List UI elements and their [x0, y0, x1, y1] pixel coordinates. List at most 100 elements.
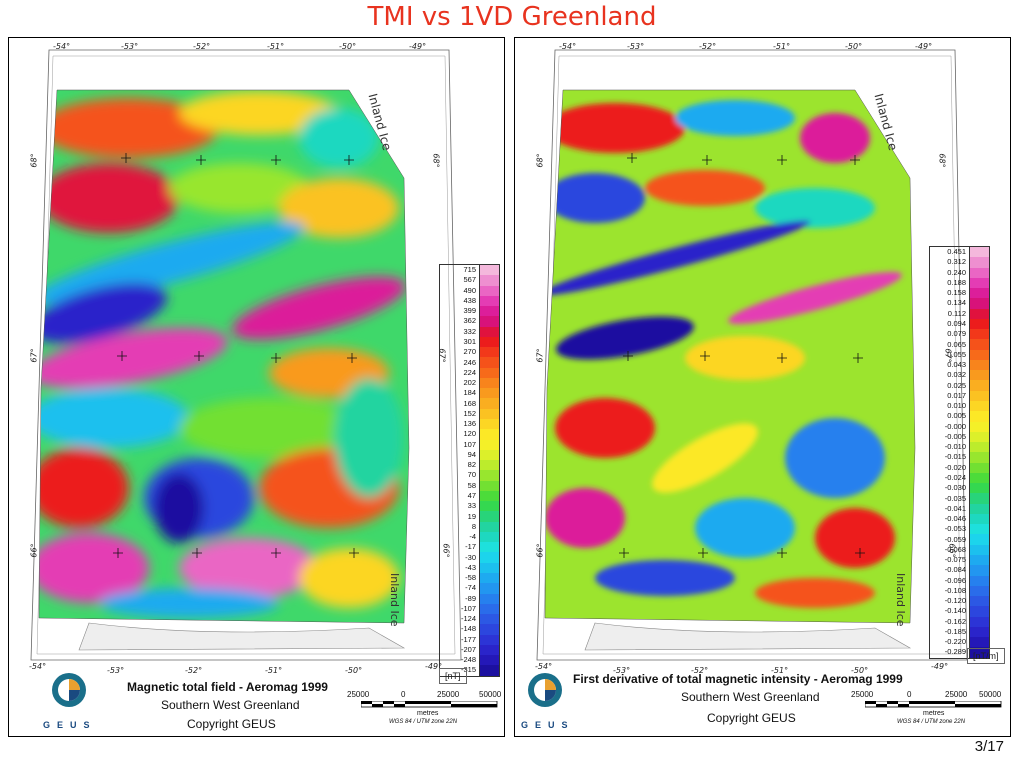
tmi-map-panel: -54° -53° -52° -51° -50° -49° -54° -53° …: [8, 37, 505, 737]
legend-swatch: [969, 267, 989, 278]
legend-swatch: [479, 593, 499, 604]
legend-value: 399: [463, 306, 476, 316]
legend-swatch: [969, 308, 989, 319]
legend-row: -0.140: [930, 606, 989, 617]
inland-ice-label: Inland Ice: [894, 573, 907, 627]
legend-value: 490: [463, 285, 476, 295]
legend-value: -0.096: [944, 575, 966, 585]
legend-row: -0.084: [930, 565, 989, 576]
legend-swatch: [969, 534, 989, 545]
legend-row: -0.108: [930, 585, 989, 597]
lon-tick: -51°: [267, 42, 285, 51]
lon-tick: -50°: [339, 42, 357, 51]
legend-value: -0.020: [944, 462, 966, 472]
legend-row: 107: [440, 439, 499, 450]
legend-row: -0.010: [930, 442, 989, 453]
legend-row: 82: [440, 460, 499, 471]
legend-row: 715: [440, 265, 499, 276]
legend-value: 0.312: [947, 257, 966, 267]
legend-value: -315: [460, 665, 476, 675]
derivative-map-image: [536, 49, 968, 661]
legend-swatch: [969, 442, 989, 453]
legend-swatch: [479, 377, 499, 389]
slide-title: TMI vs 1VD Greenland: [367, 2, 657, 32]
legend-swatch: [479, 470, 499, 481]
legend-row: -177: [440, 634, 499, 645]
legend-value: -0.024: [944, 472, 966, 482]
lat-tick: 68°: [29, 153, 39, 168]
legend-row: 301: [440, 336, 499, 348]
legend-swatch: [969, 585, 989, 597]
lon-tick: -49°: [425, 662, 443, 671]
legend-value: 332: [463, 326, 476, 336]
legend-row: 184: [440, 388, 499, 399]
lat-tick: 68°: [535, 153, 545, 168]
legend-row: -0.053: [930, 524, 989, 535]
lat-tick: 68°: [937, 153, 947, 168]
legend-row: -0.162: [930, 616, 989, 627]
legend-row: 202: [440, 377, 499, 389]
legend-value: -0.084: [944, 565, 966, 575]
legend-value: 567: [463, 275, 476, 285]
lon-tick: -49°: [915, 42, 933, 51]
legend-row: 33: [440, 501, 499, 512]
legend-swatch: [479, 624, 499, 635]
legend-row: -0.120: [930, 596, 989, 607]
scale-label: 0: [401, 690, 406, 699]
legend-value: -0.059: [944, 534, 966, 544]
legend-value: -107: [460, 603, 476, 613]
legend-row: 0.032: [930, 370, 989, 381]
legend-swatch: [969, 349, 989, 360]
legend-value: 0.240: [947, 267, 966, 277]
legend-swatch: [479, 511, 499, 522]
tmi-caption-region: Southern West Greenland: [161, 698, 300, 712]
legend-row: 0.079: [930, 329, 989, 340]
legend-value: -248: [460, 655, 476, 665]
legend-row: 0.451: [930, 247, 989, 258]
legend-row: 0.240: [930, 267, 989, 278]
lon-tick: -53°: [107, 666, 125, 675]
legend-value: -0.120: [944, 596, 966, 606]
legend-swatch: [479, 501, 499, 512]
legend-value: 94: [467, 449, 476, 459]
legend-swatch: [479, 449, 499, 461]
legend-value: -74: [465, 583, 476, 593]
legend-row: 0.158: [930, 288, 989, 299]
legend-row: 8: [440, 521, 499, 532]
legend-row: -0.015: [930, 452, 989, 463]
legend-row: 168: [440, 398, 499, 409]
legend-row: -0.068: [930, 544, 989, 555]
legend-row: 94: [440, 449, 499, 461]
geus-logo-text: GEUS: [43, 720, 97, 730]
legend-swatch: [479, 388, 499, 399]
legend-row: 152: [440, 408, 499, 419]
geus-logo-icon: [528, 673, 562, 707]
legend-value: 715: [463, 265, 476, 275]
legend-row: -0.096: [930, 575, 989, 586]
legend-value: -17: [465, 542, 476, 552]
legend-value: 82: [467, 460, 476, 470]
derivative-caption-copyright: Copyright GEUS: [707, 711, 796, 725]
legend-value: 246: [463, 357, 476, 367]
legend-swatch: [479, 418, 499, 430]
legend-swatch: [969, 544, 989, 555]
lat-tick: 67°: [535, 348, 545, 363]
legend-value: -89: [465, 593, 476, 603]
legend-swatch: [969, 472, 989, 484]
legend-value: -0.220: [944, 637, 966, 647]
legend-value: -0.041: [944, 503, 966, 513]
legend-row: -0.020: [930, 462, 989, 473]
legend-row: 0.065: [930, 339, 989, 350]
legend-value: -124: [460, 614, 476, 624]
legend-value: 0.032: [947, 370, 966, 380]
legend-value: 107: [463, 439, 476, 449]
legend-swatch: [969, 462, 989, 473]
legend-row: -30: [440, 552, 499, 563]
legend-value: -177: [460, 634, 476, 644]
legend-value: 301: [463, 336, 476, 346]
lon-tick: -54°: [559, 42, 577, 51]
derivative-map-panel: -54° -53° -52° -51° -50° -49° -54° -53° …: [514, 37, 1011, 737]
legend-value: -0.140: [944, 606, 966, 616]
legend-swatch: [479, 460, 499, 471]
legend-swatch: [969, 575, 989, 586]
